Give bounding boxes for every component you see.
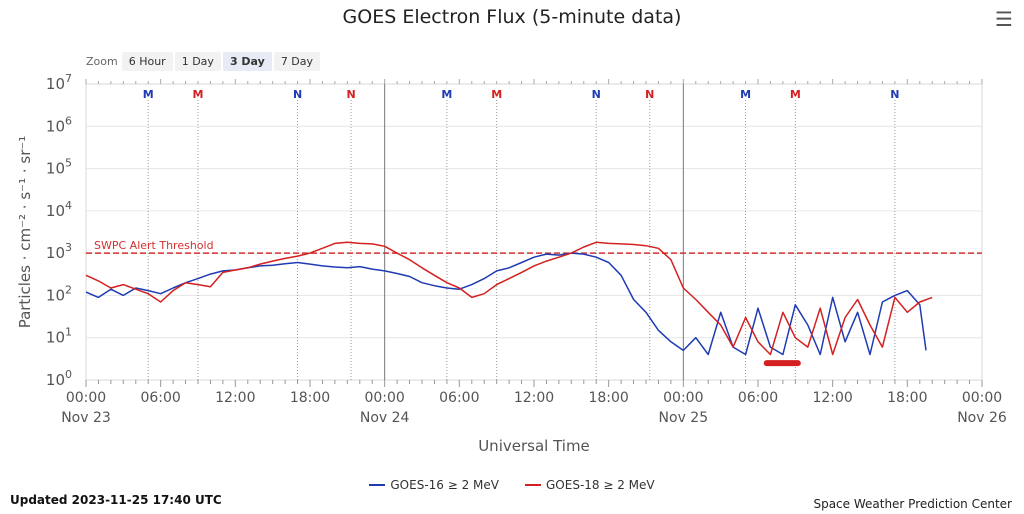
x-tick-label: 18:00 [887, 390, 927, 406]
series-goes18-line [85, 241, 933, 356]
y-tick-label: 103 [46, 241, 72, 262]
legend-item-goes16[interactable]: GOES-16 ≥ 2 MeV [369, 478, 499, 492]
y-tick-label: 100 [46, 368, 72, 389]
marker-n-label: N [293, 88, 302, 101]
y-tick-label: 105 [46, 157, 72, 178]
legend-label-goes18: GOES-18 ≥ 2 MeV [546, 478, 655, 492]
legend-item-goes18[interactable]: GOES-18 ≥ 2 MeV [525, 478, 655, 492]
x-tick-label: 00:00 [364, 390, 404, 406]
marker-n-label: N [346, 88, 355, 101]
x-tick-label: 06:00 [439, 390, 479, 406]
marker-n-label: N [592, 88, 601, 101]
x-tick-label: 18:00 [290, 390, 330, 406]
y-axis-title: Particles · cm⁻² · s⁻¹ · sr⁻¹ [16, 136, 34, 329]
x-date-label: Nov 25 [659, 410, 709, 426]
x-tick-label: 06:00 [738, 390, 778, 406]
y-tick-label: 101 [46, 326, 72, 347]
x-tick-label: 18:00 [588, 390, 628, 406]
y-tick-label: 106 [46, 114, 72, 135]
y-tick-label: 104 [46, 199, 72, 220]
x-date-label: Nov 23 [61, 410, 111, 426]
hamburger-menu-icon[interactable]: ☰ [995, 7, 1013, 31]
x-tick-label: 00:00 [663, 390, 703, 406]
legend-swatch-goes18 [525, 484, 541, 486]
marker-m-label: M [491, 88, 502, 101]
legend: GOES-16 ≥ 2 MeV GOES-18 ≥ 2 MeV [0, 478, 1024, 492]
x-tick-label: 12:00 [514, 390, 554, 406]
y-tick-label: 107 [46, 72, 72, 93]
marker-m-label: M [193, 88, 204, 101]
x-date-label: Nov 24 [360, 410, 410, 426]
x-tick-label: 12:00 [812, 390, 852, 406]
legend-swatch-goes16 [369, 484, 386, 486]
zoom-label: Zoom [86, 55, 118, 68]
updated-timestamp: Updated 2023-11-25 17:40 UTC [10, 493, 222, 507]
x-date-label: Nov 26 [957, 410, 1007, 426]
series-goes16-line [85, 252, 927, 356]
marker-n-label: N [890, 88, 899, 101]
credit-text: Space Weather Prediction Center [813, 497, 1012, 511]
x-tick-label: 00:00 [962, 390, 1002, 406]
chart-title: GOES Electron Flux (5-minute data) [342, 6, 682, 28]
marker-m-label: M [740, 88, 751, 101]
zoom-3-day-button[interactable]: 3 Day [222, 52, 272, 71]
alert-threshold-label: SWPC Alert Threshold [94, 239, 214, 252]
x-tick-label: 06:00 [140, 390, 180, 406]
marker-m-label: M [441, 88, 452, 101]
zoom-1-day-button[interactable]: 1 Day [174, 52, 221, 71]
x-tick-label: 12:00 [215, 390, 255, 406]
zoom-7-day-button[interactable]: 7 Day [273, 52, 321, 71]
y-tick-label: 102 [46, 283, 72, 304]
marker-m-label: M [790, 88, 801, 101]
zoom-controls: Zoom 6 Hour 1 Day 3 Day 7 Day [86, 52, 321, 71]
x-axis-title: Universal Time [478, 437, 590, 455]
zoom-6-hour-button[interactable]: 6 Hour [121, 52, 173, 71]
marker-n-label: N [645, 88, 654, 101]
marker-m-label: M [143, 88, 154, 101]
x-tick-label: 00:00 [66, 390, 106, 406]
legend-label-goes16: GOES-16 ≥ 2 MeV [390, 478, 499, 492]
